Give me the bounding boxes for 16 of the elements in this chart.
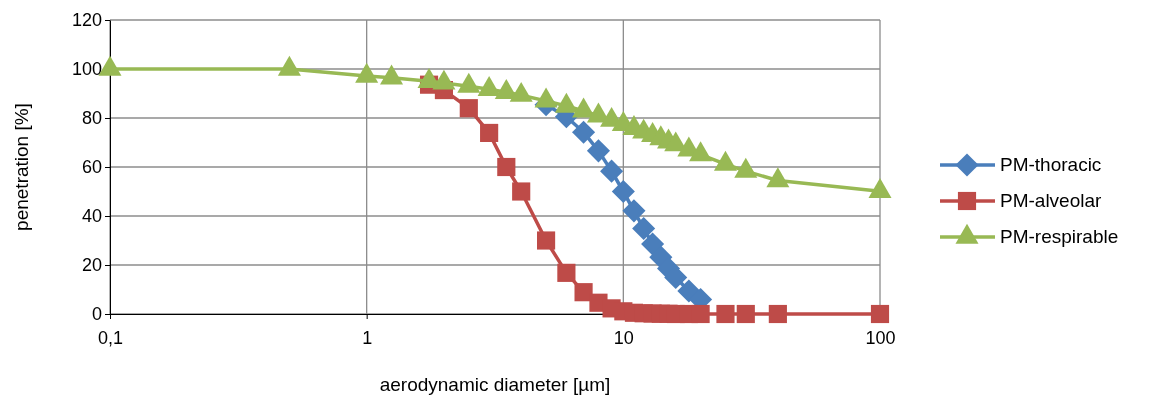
legend-label: PM-alveolar (1000, 190, 1103, 211)
y-axis-title: penetration [%] (11, 103, 32, 231)
y-tick-label: 40 (81, 206, 102, 227)
y-tick-label: 100 (71, 59, 102, 80)
x-axis-title: aerodynamic diameter [µm] (379, 374, 611, 395)
y-tick-label: 120 (71, 10, 102, 31)
legend-label: PM-respirable (1000, 226, 1119, 247)
legend-label: PM-thoracic (1000, 154, 1102, 175)
x-tick-label: 1 (362, 327, 373, 348)
x-tick-label: 100 (865, 327, 896, 348)
y-tick-label: 0 (91, 304, 102, 325)
y-tick-label: 80 (81, 108, 102, 129)
x-tick-label: 10 (613, 327, 634, 348)
x-tick-label: 0,1 (97, 327, 124, 348)
y-tick-label: 60 (81, 157, 102, 178)
y-tick-label: 20 (81, 255, 102, 276)
